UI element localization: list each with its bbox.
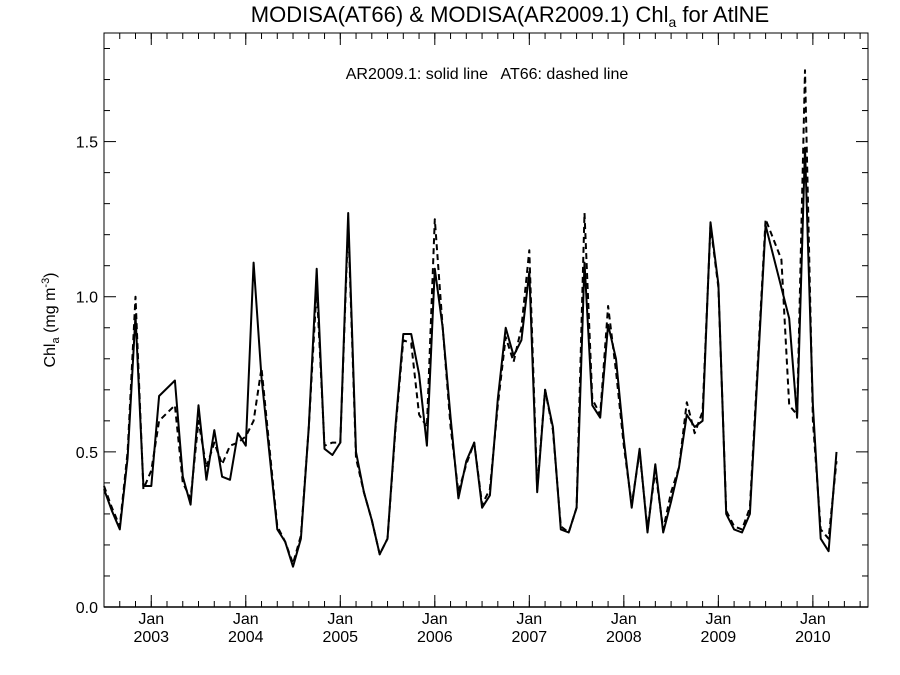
y-tick-label: 0.5 <box>76 445 98 462</box>
x-tick-year-label: 2004 <box>228 629 264 646</box>
y-axis-label-base: Chl <box>42 344 59 368</box>
y-tick-label: 1.0 <box>76 290 98 307</box>
series-line-at66 <box>103 69 838 565</box>
x-tick-month-label: Jan <box>705 611 731 628</box>
chart-title: MODISA(AT66) & MODISA(AR2009.1) Chla for… <box>251 2 769 30</box>
x-tick-year-label: 2010 <box>795 629 831 646</box>
x-tick-year-label: 2008 <box>606 629 642 646</box>
chart-title-prefix: MODISA(AT66) & MODISA(AR2009.1) Chl <box>251 2 669 27</box>
x-tick-month-label: Jan <box>138 611 164 628</box>
x-tick-year-label: 2005 <box>322 629 358 646</box>
y-axis-label-subscript: a <box>50 337 62 344</box>
x-tick-month-label: Jan <box>516 611 542 628</box>
x-tick-year-label: 2009 <box>701 629 737 646</box>
x-tick-year-label: 2007 <box>512 629 548 646</box>
chart-title-subscript: a <box>668 14 676 30</box>
y-axis-label-superscript: -3 <box>40 278 52 288</box>
x-tick-year-label: 2006 <box>417 629 453 646</box>
x-tick-month-label: Jan <box>233 611 259 628</box>
y-tick-label: 1.5 <box>76 135 98 152</box>
plot-area: 0.00.51.01.5Jan2003Jan2004Jan2005Jan2006… <box>76 32 869 646</box>
chart-title-suffix: for AtlNE <box>676 2 769 27</box>
x-tick-year-label: 2003 <box>133 629 169 646</box>
series-annotation: AR2009.1: solid line AT66: dashed line <box>346 66 629 83</box>
y-axis-label-units: (mg m <box>42 288 59 338</box>
x-tick-month-label: Jan <box>611 611 637 628</box>
y-tick-label: 0.0 <box>76 600 98 617</box>
y-axis-label-close: ) <box>42 272 59 277</box>
x-tick-month-label: Jan <box>327 611 353 628</box>
x-tick-month-label: Jan <box>422 611 448 628</box>
y-axis-label: Chla (mg m-3) <box>40 272 62 367</box>
x-tick-month-label: Jan <box>800 611 826 628</box>
plot-frame <box>103 32 869 608</box>
